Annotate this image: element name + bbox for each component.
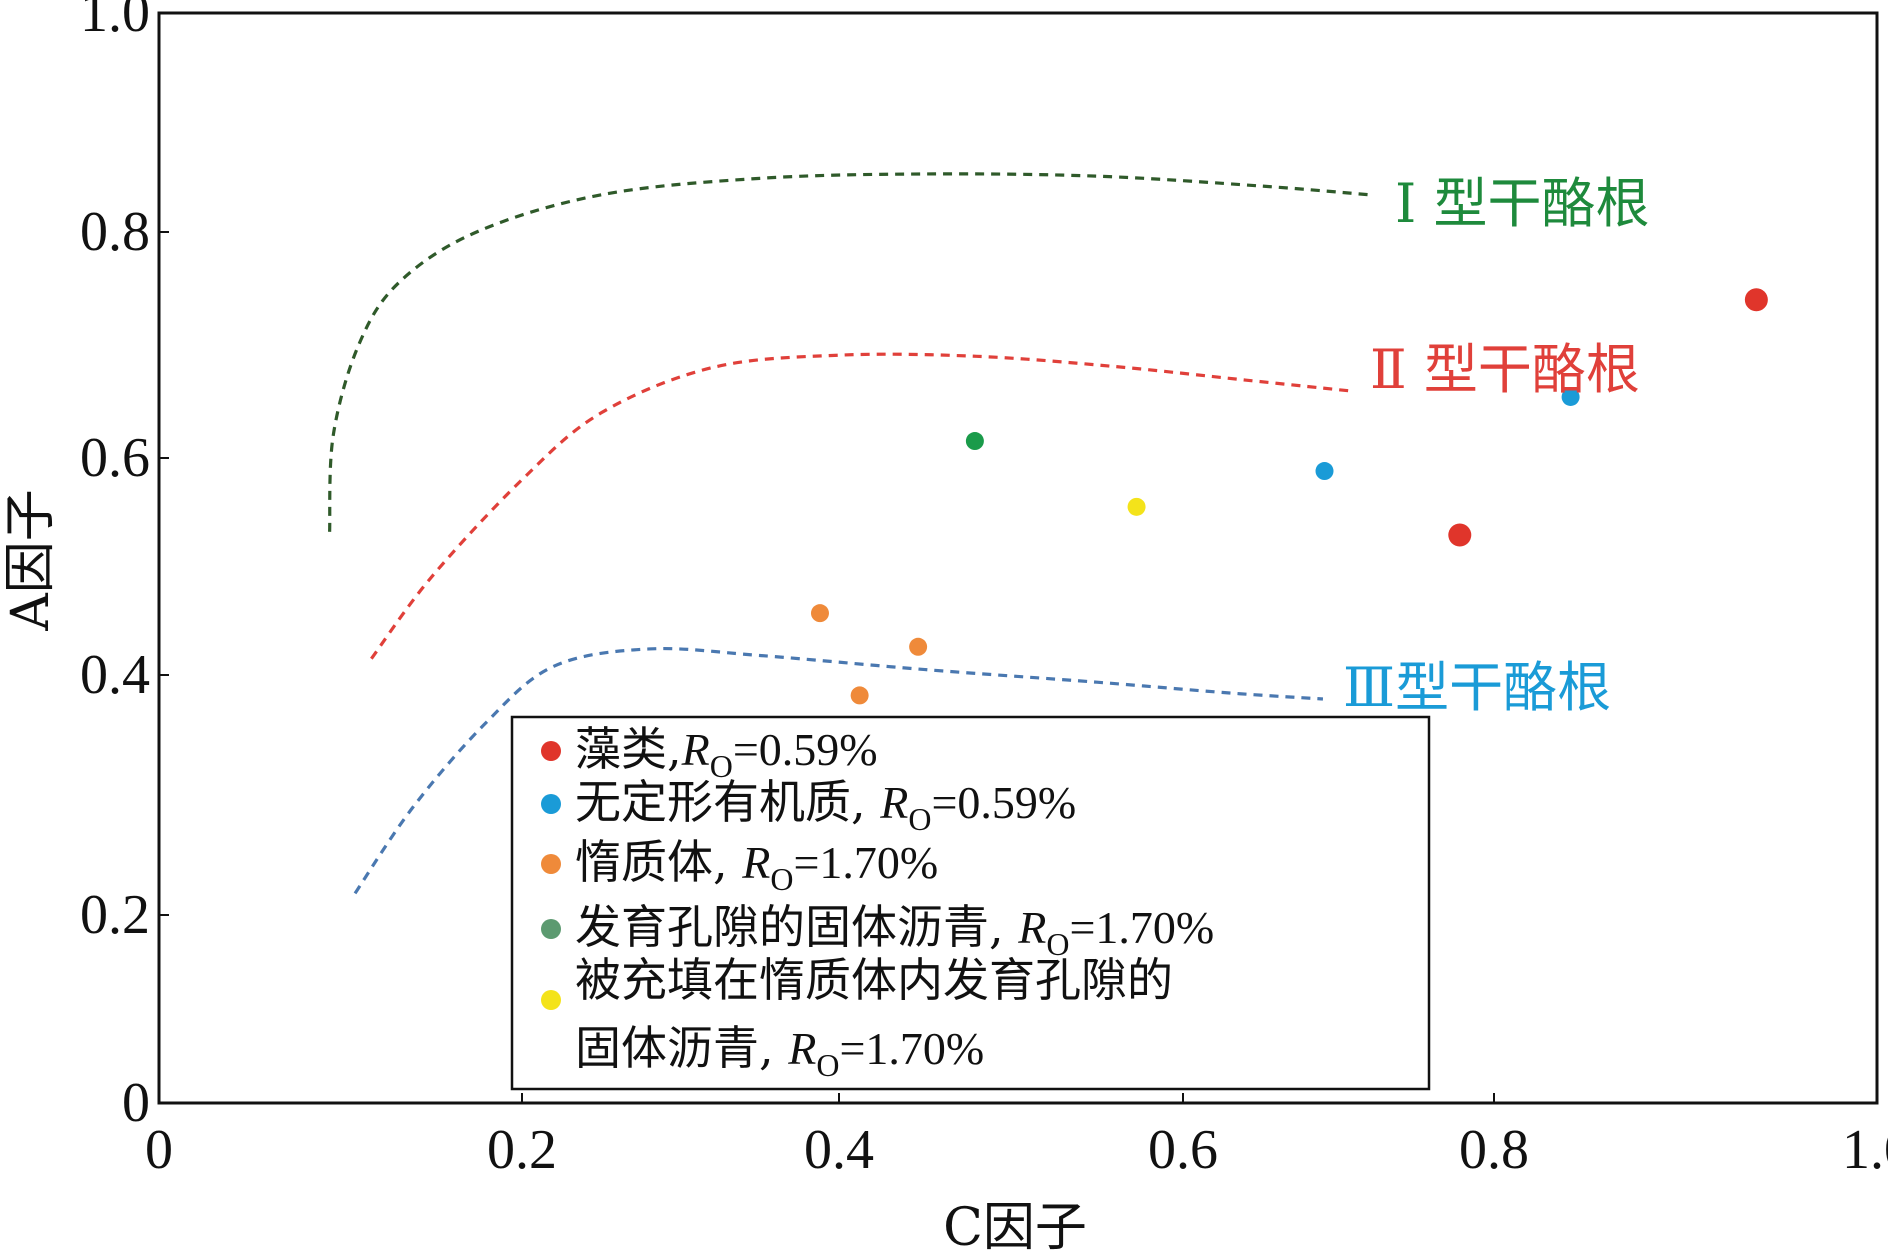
legend-entry: 无定形有机质, RO=0.59%	[575, 775, 1076, 837]
legend-box	[510, 715, 1431, 1091]
data-point-series-3	[850, 686, 869, 705]
legend-marker	[541, 854, 561, 874]
y-axis-title: A因子	[1, 489, 61, 632]
legend-marker	[541, 990, 561, 1010]
legend-entry: 惰质体, RO=1.70%	[575, 835, 938, 897]
x-axis-ticks: 0 0.2 0.4 0.6 0.8 1.0	[145, 1093, 1888, 1181]
x-tick-label: 1.0	[1842, 1119, 1888, 1181]
y-tick-label: 0.6	[80, 427, 150, 489]
curve-labels: Ⅰ 型干酪根 Ⅱ 型干酪根 Ⅲ型干酪根	[1343, 172, 1650, 719]
legend-entry: 被充填在惰质体内发育孔隙的	[575, 953, 1173, 1007]
data-point-series-3	[810, 604, 829, 623]
legend-entry: 固体沥青, RO=1.70%	[575, 1021, 984, 1083]
data-points	[810, 288, 1768, 705]
data-point-series-4	[965, 432, 984, 451]
y-tick-label: 0.2	[80, 884, 150, 946]
data-point-series-2	[1315, 462, 1334, 481]
data-point-series-2	[1561, 387, 1580, 406]
curve-label-3: Ⅲ型干酪根	[1343, 656, 1611, 719]
x-tick-label: 0	[145, 1119, 173, 1181]
x-axis-title: C因子	[943, 1198, 1087, 1253]
data-point-series-1	[1744, 288, 1768, 312]
kerogen-curves	[328, 172, 1370, 895]
y-tick-label: 0.8	[80, 201, 150, 263]
legend: 藻类,RO=0.59%无定形有机质, RO=0.59%惰质体, RO=1.70%…	[510, 715, 1431, 1091]
y-tick-label: 0	[122, 1072, 150, 1134]
legend-marker	[541, 919, 561, 939]
y-tick-label: 0.4	[80, 644, 150, 706]
data-point-series-3	[909, 637, 928, 656]
x-tick-label: 0.8	[1459, 1119, 1529, 1181]
legend-marker	[541, 741, 561, 761]
x-tick-label: 0.2	[487, 1119, 557, 1181]
x-tick-label: 0.6	[1148, 1119, 1218, 1181]
kerogen-curve-1	[328, 172, 1370, 532]
curve-label-1: Ⅰ 型干酪根	[1395, 172, 1650, 235]
y-axis-ticks: 0 0.2 0.4 0.6 0.8 1.0	[80, 0, 169, 1134]
kerogen-curve-2	[370, 352, 1355, 660]
legend-entry: 发育孔隙的固体沥青, RO=1.70%	[575, 900, 1214, 962]
legend-entry: 藻类,RO=0.59%	[575, 722, 878, 784]
data-point-series-1	[1448, 523, 1472, 547]
kerogen-curve-3	[353, 646, 1324, 895]
curve-label-2: Ⅱ 型干酪根	[1370, 338, 1640, 401]
data-point-series-5	[1127, 497, 1146, 516]
plot-frame	[157, 11, 1879, 1105]
y-tick-label: 1.0	[80, 0, 150, 44]
legend-marker	[541, 794, 561, 814]
x-tick-label: 0.4	[804, 1119, 874, 1181]
